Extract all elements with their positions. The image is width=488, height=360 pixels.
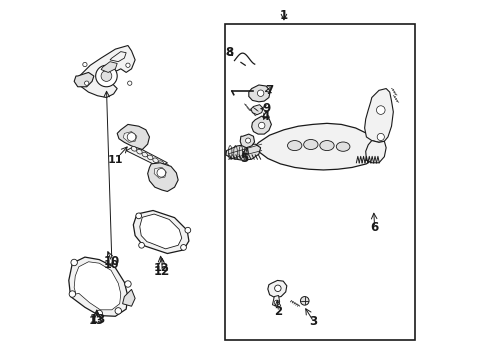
Text: 12: 12	[153, 263, 169, 273]
Polygon shape	[240, 134, 254, 148]
Circle shape	[127, 133, 136, 141]
Ellipse shape	[303, 139, 317, 149]
Text: 5: 5	[240, 152, 248, 165]
Polygon shape	[74, 72, 94, 87]
Text: 1: 1	[279, 9, 287, 22]
Polygon shape	[101, 62, 117, 72]
Circle shape	[96, 65, 117, 87]
Bar	[224, 24, 414, 339]
Polygon shape	[248, 85, 270, 102]
Ellipse shape	[336, 142, 349, 151]
Polygon shape	[147, 163, 178, 192]
Circle shape	[69, 291, 76, 297]
Circle shape	[258, 122, 264, 129]
Ellipse shape	[142, 152, 147, 157]
Text: 11: 11	[107, 154, 123, 165]
Polygon shape	[74, 262, 121, 310]
Circle shape	[96, 310, 102, 317]
Text: 6: 6	[370, 221, 378, 234]
Circle shape	[115, 308, 121, 314]
Text: 12: 12	[154, 265, 170, 278]
Circle shape	[136, 213, 142, 219]
Circle shape	[376, 106, 384, 114]
Text: 10: 10	[103, 255, 120, 268]
Text: 9: 9	[262, 102, 269, 115]
Circle shape	[139, 242, 144, 248]
Circle shape	[101, 71, 112, 81]
Polygon shape	[154, 167, 166, 178]
Ellipse shape	[137, 149, 142, 154]
Circle shape	[257, 90, 264, 96]
Polygon shape	[126, 146, 167, 167]
Text: 7: 7	[265, 84, 273, 97]
Circle shape	[157, 168, 165, 177]
Polygon shape	[122, 289, 135, 306]
Text: 10: 10	[104, 260, 119, 270]
Circle shape	[125, 63, 130, 67]
Circle shape	[84, 81, 89, 85]
Polygon shape	[110, 51, 126, 62]
Polygon shape	[272, 296, 279, 306]
Polygon shape	[254, 123, 376, 170]
Ellipse shape	[163, 164, 169, 168]
Text: 13: 13	[89, 316, 104, 325]
Circle shape	[274, 300, 279, 305]
Polygon shape	[133, 211, 188, 253]
Polygon shape	[123, 132, 137, 142]
Circle shape	[184, 227, 190, 233]
Ellipse shape	[153, 158, 158, 163]
Ellipse shape	[287, 140, 301, 150]
Ellipse shape	[158, 161, 163, 166]
Text: 3: 3	[309, 315, 317, 328]
Polygon shape	[69, 257, 128, 316]
Polygon shape	[117, 125, 149, 149]
Polygon shape	[250, 105, 263, 115]
Circle shape	[127, 81, 132, 85]
Text: 8: 8	[225, 46, 233, 59]
Text: 13: 13	[89, 312, 105, 326]
Circle shape	[124, 281, 131, 287]
Polygon shape	[225, 144, 260, 160]
Polygon shape	[251, 116, 271, 134]
Polygon shape	[140, 214, 182, 249]
Polygon shape	[364, 89, 392, 142]
Polygon shape	[365, 140, 386, 163]
Ellipse shape	[131, 147, 137, 151]
Circle shape	[245, 138, 250, 143]
Circle shape	[376, 134, 384, 140]
Text: 2: 2	[274, 306, 282, 319]
Circle shape	[300, 297, 308, 305]
Polygon shape	[78, 45, 135, 98]
Ellipse shape	[147, 155, 153, 160]
Polygon shape	[267, 280, 286, 298]
Circle shape	[82, 62, 87, 67]
Circle shape	[71, 259, 77, 266]
Circle shape	[180, 244, 186, 250]
Text: 4: 4	[261, 110, 269, 123]
Ellipse shape	[319, 140, 333, 150]
Circle shape	[274, 285, 281, 292]
